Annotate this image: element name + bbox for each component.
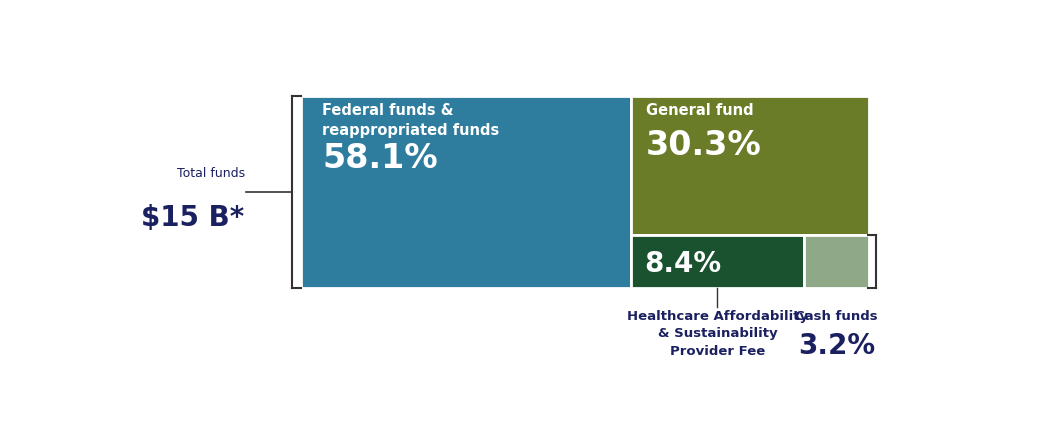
- Text: 8.4%: 8.4%: [644, 250, 721, 278]
- Text: Cash funds: Cash funds: [795, 310, 878, 323]
- Text: 30.3%: 30.3%: [647, 129, 763, 162]
- Bar: [804, 235, 870, 288]
- Text: Federal funds &
reappropriated funds: Federal funds & reappropriated funds: [322, 103, 499, 138]
- Bar: [302, 95, 632, 288]
- Text: $15 B*: $15 B*: [141, 204, 244, 232]
- Text: 3.2%: 3.2%: [798, 332, 875, 360]
- Text: 58.1%: 58.1%: [322, 142, 438, 175]
- Bar: [632, 95, 870, 235]
- Text: Healthcare Affordability
& Sustainability
Provider Fee: Healthcare Affordability & Sustainabilit…: [627, 310, 808, 358]
- Bar: [632, 235, 804, 288]
- Text: Total funds: Total funds: [176, 167, 244, 180]
- Text: General fund: General fund: [647, 103, 754, 118]
